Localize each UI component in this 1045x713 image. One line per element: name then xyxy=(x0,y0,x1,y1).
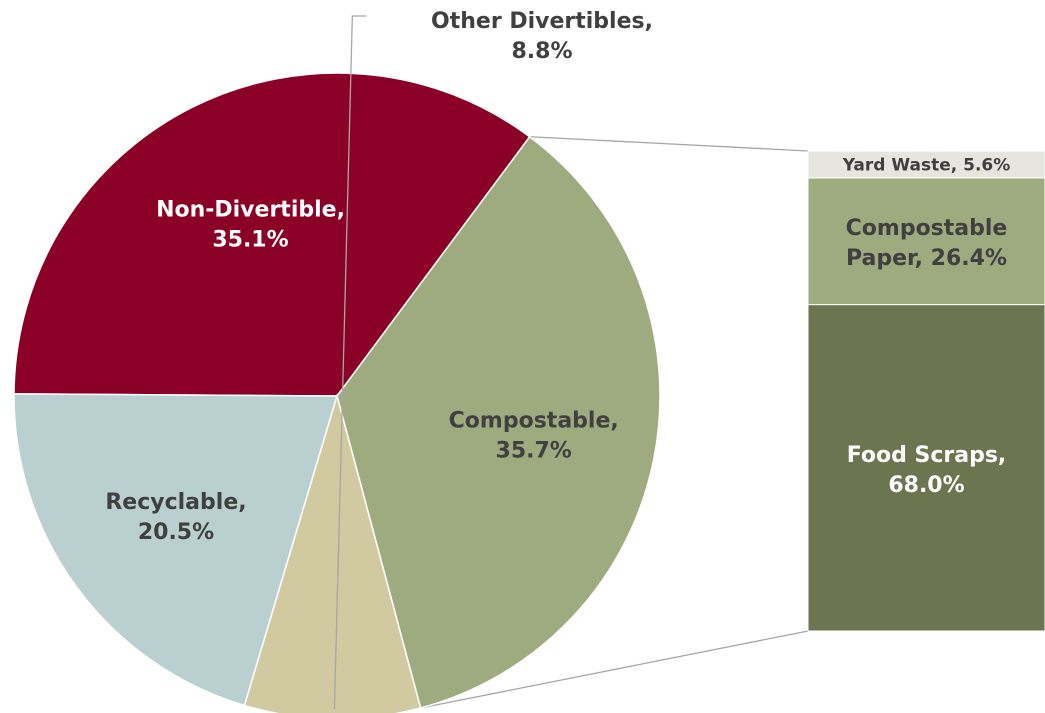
bar-segment-yard-waste xyxy=(807,150,1045,179)
pie-slice-recyclable xyxy=(13,393,339,707)
label-compostable: Compostable, 35.7% xyxy=(449,409,619,464)
pie-slice-compostable xyxy=(336,135,661,709)
data-labels: Compostable, 35.7% Non-Divertible, 35.1% Rec… xyxy=(105,9,1011,710)
pie xyxy=(13,72,661,713)
pie-slice-non-divertible xyxy=(13,72,531,397)
breakdown-bar xyxy=(807,150,1045,632)
leader-line-other-divertibles xyxy=(333,15,367,710)
label-non-divertible: Non-Divertible, 35.1% xyxy=(156,198,345,253)
connector-line-top xyxy=(529,136,809,152)
bar-segment-food-scraps xyxy=(807,304,1045,632)
pie-slice-other-divertibles xyxy=(243,393,422,713)
bar-segment-compostable-paper xyxy=(807,177,1045,306)
label-food-scraps: Food Scraps, 68.0% xyxy=(847,443,1007,498)
label-yard-waste: Yard Waste, 5.6% xyxy=(842,155,1011,175)
label-other-divertibles: Other Divertibles, 8.8% xyxy=(431,9,653,64)
label-recyclable: Recyclable, 20.5% xyxy=(105,490,246,545)
connector-line-bottom xyxy=(420,630,809,709)
label-compostable-paper: Compostable Paper, 26.4% xyxy=(846,216,1008,271)
connector-lines xyxy=(420,136,809,709)
